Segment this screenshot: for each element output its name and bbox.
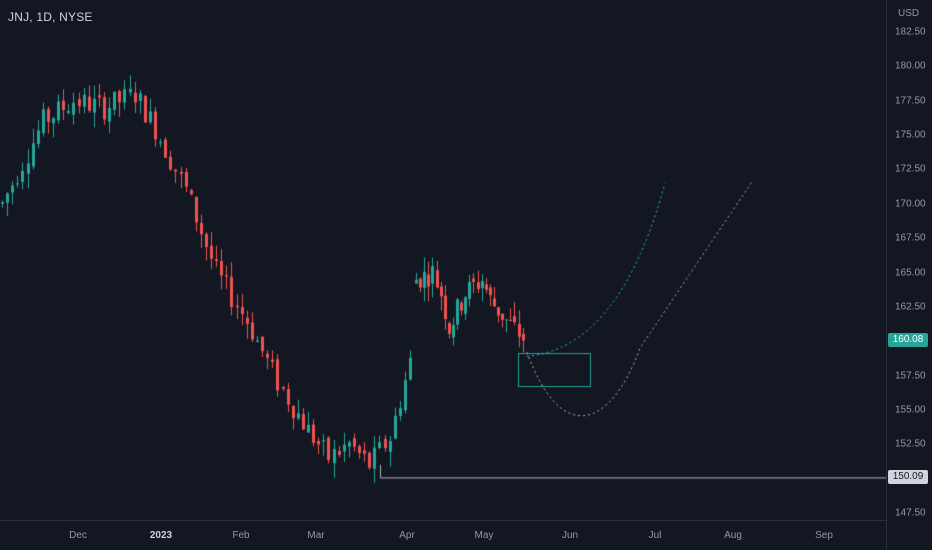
time-tick-label: Aug xyxy=(724,530,742,541)
price-axis-divider xyxy=(886,0,887,550)
last-price-tag: 160.08 xyxy=(888,333,928,348)
currency-label: USD xyxy=(898,8,920,19)
time-tick-label: Apr xyxy=(399,530,415,541)
price-tick-label: 155.00 xyxy=(895,404,926,416)
price-tick-label: 175.00 xyxy=(895,129,926,141)
time-tick-label: 2023 xyxy=(149,530,173,541)
time-tick-label: Jul xyxy=(648,530,662,541)
price-tick-label: 172.50 xyxy=(895,163,926,175)
price-tick-label: 165.00 xyxy=(895,267,926,278)
time-tick-label: Jun xyxy=(561,530,579,541)
price-tick-label: 157.50 xyxy=(895,370,926,382)
time-tick-label: Mar xyxy=(307,530,325,541)
price-tick-label: 167.50 xyxy=(895,232,926,244)
price-tick-label: 152.50 xyxy=(895,438,926,450)
price-tick-label: 147.50 xyxy=(895,507,926,519)
time-tick-label: Sep xyxy=(815,530,833,541)
price-tick-label: 162.50 xyxy=(895,301,926,313)
price-tick-label: 182.50 xyxy=(895,26,926,38)
symbol-title: JNJ, 1D, NYSE xyxy=(8,10,93,24)
time-tick-label: Dec xyxy=(69,530,87,541)
price-tick-label: 170.00 xyxy=(895,198,926,210)
price-tick-label: 180.00 xyxy=(895,60,926,72)
price-tick-label: 177.50 xyxy=(895,95,926,107)
time-tick-label: May xyxy=(474,530,494,541)
time-axis-divider xyxy=(0,520,886,521)
horizontal-line-price-tag: 150.09 xyxy=(888,470,928,485)
time-tick-label: Feb xyxy=(232,530,250,541)
